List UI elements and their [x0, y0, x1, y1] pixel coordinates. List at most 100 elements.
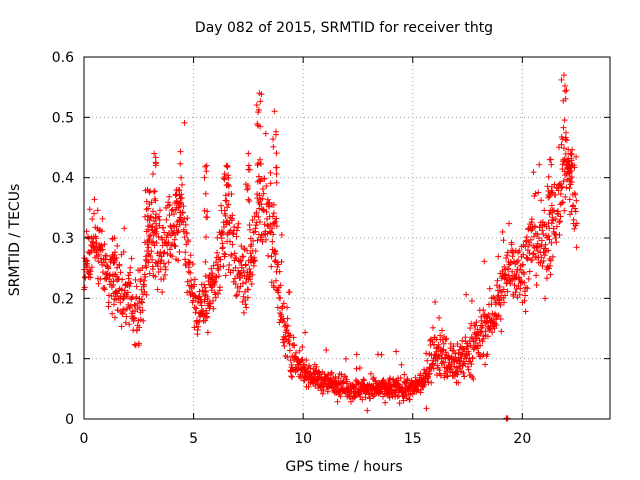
data-point [561, 156, 568, 163]
data-point [378, 351, 385, 358]
data-point [149, 227, 156, 234]
data-point [548, 202, 555, 209]
data-point [83, 228, 90, 235]
data-point [201, 174, 208, 181]
data-point [233, 292, 240, 299]
data-point [489, 329, 496, 336]
data-point [448, 366, 455, 373]
data-point [553, 223, 560, 230]
data-point [169, 253, 176, 260]
data-point [225, 191, 232, 198]
data-point [165, 239, 172, 246]
data-point [450, 347, 457, 354]
data-point [225, 266, 232, 273]
data-point [412, 374, 419, 381]
data-point [255, 213, 262, 220]
y-tick-label: 0.6 [52, 50, 74, 66]
data-point [573, 244, 580, 251]
data-point [186, 259, 193, 266]
data-point [281, 323, 288, 330]
data-point [459, 337, 466, 344]
data-point [430, 324, 437, 331]
data-point [459, 350, 466, 357]
data-point [558, 76, 565, 83]
data-point [149, 208, 156, 215]
data-point [203, 233, 210, 240]
data-point [548, 220, 555, 227]
data-point [120, 294, 127, 301]
data-point [223, 162, 230, 169]
data-point [281, 318, 288, 325]
data-point [541, 252, 548, 259]
y-tick-label: 0.3 [52, 231, 74, 247]
data-point [206, 272, 213, 279]
data-point [204, 208, 211, 215]
data-point [572, 205, 579, 212]
data-point [252, 247, 259, 254]
data-point [305, 383, 312, 390]
data-point [524, 285, 531, 292]
data-point [166, 193, 173, 200]
data-point [509, 268, 516, 275]
data-point [145, 244, 152, 251]
data-point [443, 368, 450, 375]
y-axis-label: SRMTID / TECUs [7, 184, 23, 297]
data-point [537, 259, 544, 266]
data-point [344, 378, 350, 385]
data-point [238, 264, 245, 271]
data-point [208, 265, 215, 272]
data-point [481, 258, 488, 265]
data-point [182, 262, 189, 269]
data-point [212, 294, 219, 301]
data-point [546, 211, 553, 218]
data-point [150, 238, 157, 245]
data-point [202, 273, 209, 280]
data-point [505, 272, 512, 279]
data-point [567, 150, 574, 157]
data-point [152, 197, 159, 204]
data-point [497, 316, 504, 323]
data-point [229, 241, 236, 248]
data-point [542, 295, 549, 302]
data-point [270, 210, 277, 217]
data-point [426, 370, 433, 377]
data-point [327, 370, 334, 377]
data-point [230, 231, 237, 238]
data-point [472, 322, 479, 329]
data-point [390, 376, 397, 383]
data-point [479, 338, 486, 345]
data-point [257, 178, 264, 185]
data-point [151, 188, 158, 195]
data-point [171, 236, 178, 243]
data-point [232, 281, 239, 288]
data-point [141, 277, 148, 284]
data-point [367, 370, 374, 377]
data-point [260, 190, 267, 197]
data-point [302, 369, 309, 376]
data-point [167, 252, 174, 259]
data-point [125, 301, 132, 308]
data-point [342, 355, 349, 362]
data-point [101, 286, 108, 293]
data-point [347, 398, 354, 405]
data-point [287, 332, 294, 339]
data-point [471, 344, 478, 351]
data-point [252, 225, 259, 232]
data-point [566, 185, 573, 192]
data-point [181, 216, 188, 223]
data-point [110, 301, 117, 308]
data-point [98, 228, 105, 235]
data-point [94, 207, 101, 214]
data-point [479, 322, 486, 329]
data-point [260, 207, 267, 214]
data-point [562, 88, 569, 95]
y-tick-labels: 0 0.1 0.2 0.3 0.4 0.5 0.6 [52, 50, 74, 428]
data-point [530, 250, 537, 257]
data-point [286, 332, 293, 339]
data-point [567, 181, 574, 188]
data-point [133, 283, 140, 290]
data-point [482, 361, 489, 368]
data-point [491, 295, 498, 302]
data-point [204, 329, 211, 336]
data-point [562, 134, 569, 141]
